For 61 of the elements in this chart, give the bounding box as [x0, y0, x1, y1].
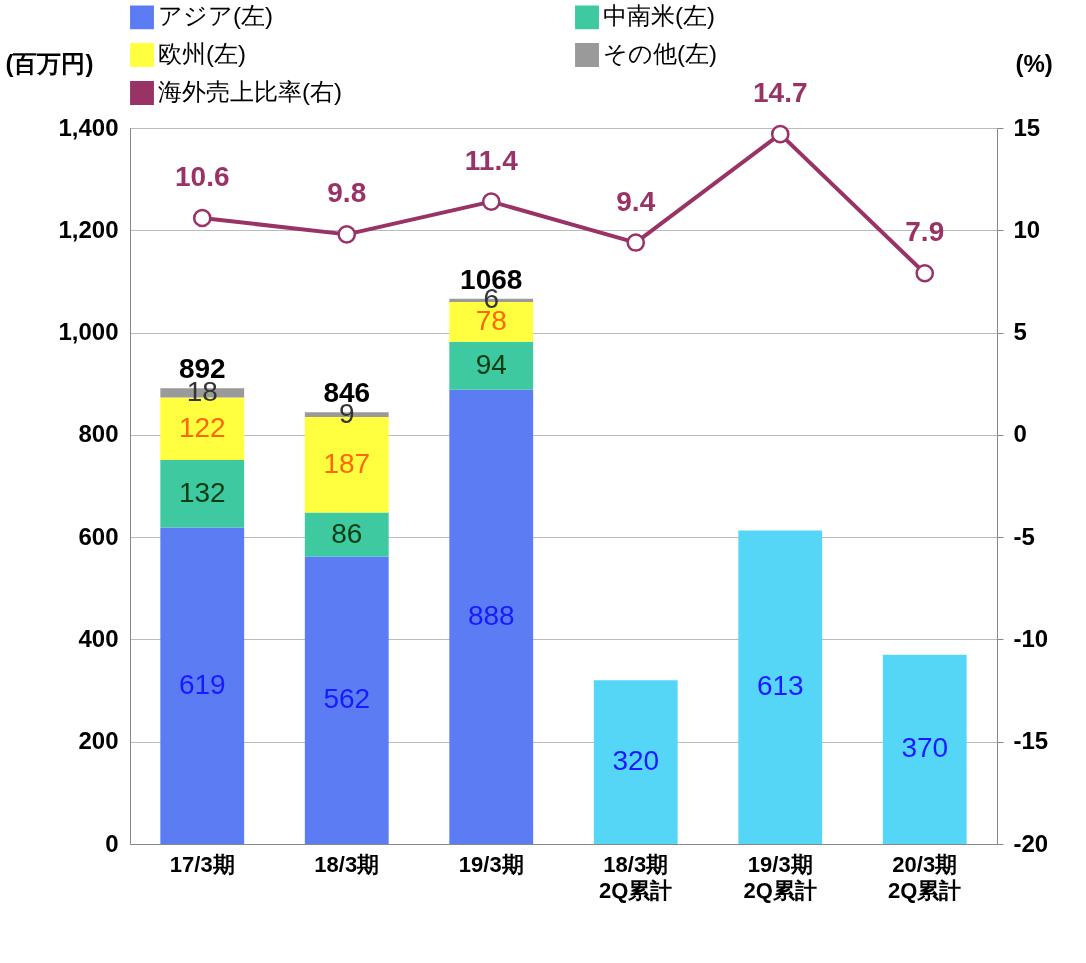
legend-label: 海外売上比率(右): [158, 78, 342, 105]
bar: [449, 389, 534, 844]
point: [481, 192, 501, 211]
y2-tick-label: -5: [1013, 522, 1035, 550]
y-tick-label: 200: [78, 727, 119, 755]
y2-tick-label: 15: [1013, 113, 1041, 141]
x-tick-label: 19/3期: [458, 851, 524, 877]
bar: [449, 341, 534, 390]
data-label: 94: [475, 348, 507, 380]
y2-tick-label: -20: [1013, 829, 1049, 857]
point: [337, 225, 357, 244]
y-tick-label: 1,400: [58, 113, 119, 141]
y2-tick-label: 10: [1013, 215, 1041, 243]
data-label: 370: [901, 732, 949, 764]
y2-tick-label: 5: [1013, 318, 1027, 346]
data-label: 613: [756, 670, 804, 702]
data-label: 7.9: [905, 216, 945, 248]
data-label: 122: [178, 411, 226, 443]
data-label: 187: [323, 447, 371, 479]
y-tick-label: 1,200: [58, 215, 119, 243]
y-tick-label: 800: [78, 420, 119, 448]
y-tick-label: 400: [78, 624, 119, 652]
data-label: 86: [331, 517, 363, 549]
x-tick-label: 19/3期 2Q累計: [743, 851, 817, 903]
bar: [738, 530, 823, 844]
legend-label: 欧州(左): [158, 40, 246, 67]
point: [915, 263, 935, 283]
data-label: 11.4: [464, 144, 519, 176]
point: [626, 233, 646, 252]
x-tick-label: 20/3期 2Q累計: [888, 851, 962, 903]
data-label: 888: [467, 599, 515, 631]
data-label: 9.8: [327, 177, 367, 209]
point: [192, 208, 212, 228]
point: [770, 124, 790, 144]
data-label: 10.6: [175, 161, 230, 193]
data-label: 14.7: [753, 77, 808, 109]
data-label: 619: [178, 668, 226, 700]
data-label: 562: [323, 683, 371, 715]
y-tick-label: 0: [105, 829, 119, 857]
bar: [304, 512, 389, 557]
y2-tick-label: 0: [1013, 420, 1027, 448]
data-label: 132: [178, 476, 226, 508]
legend-label: 中南米(左): [603, 2, 715, 30]
x-tick-label: 18/3期: [314, 851, 380, 877]
x-tick-label: 17/3期: [169, 851, 235, 877]
y2-tick-label: -15: [1013, 727, 1049, 755]
legend-label: アジア(左): [158, 2, 273, 30]
legend-label: その他(左): [603, 40, 717, 67]
y-axis-title: (百万円): [5, 49, 94, 77]
data-label: 9.4: [616, 185, 656, 217]
bar: [593, 680, 678, 844]
bar: [304, 556, 389, 844]
y2-tick-label: -10: [1013, 624, 1049, 652]
bar: [160, 527, 245, 844]
bar: [882, 654, 967, 844]
x-tick-label: 18/3期 2Q累計: [599, 851, 673, 903]
bar: [160, 459, 245, 528]
data-label: 320: [612, 745, 660, 777]
y2-axis-title: (%): [1015, 49, 1053, 77]
y-tick-label: 600: [78, 522, 119, 550]
y-tick-label: 1,000: [58, 318, 119, 346]
